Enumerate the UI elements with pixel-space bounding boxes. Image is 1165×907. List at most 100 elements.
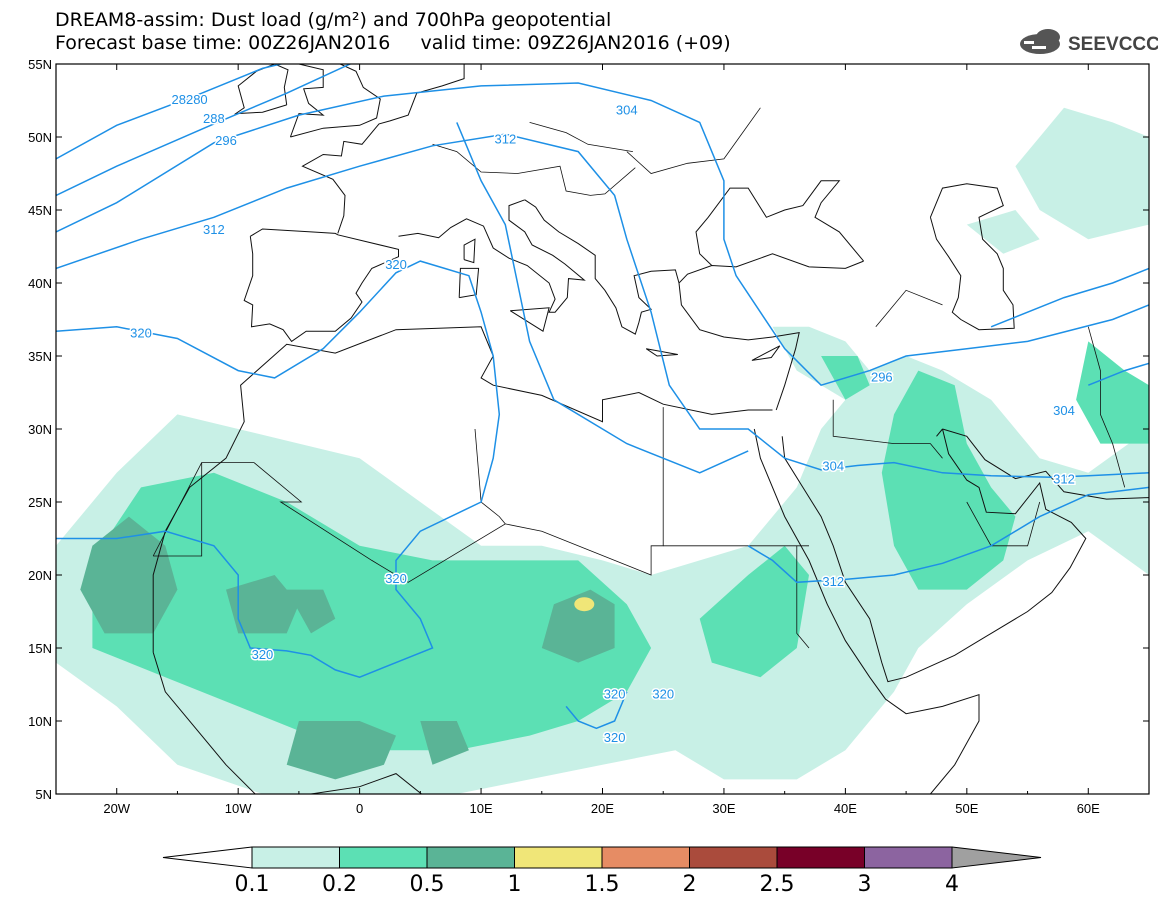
colorbar-label: 3 — [857, 872, 872, 897]
longitude-labels: 20W 10W 0 10E 20E 30E 40E 50E 60E — [103, 801, 1100, 816]
country-border — [832, 399, 943, 459]
seevccc-logo: SEEVCCC — [1020, 29, 1158, 55]
coastline — [929, 183, 1015, 331]
forecast-time-line: Forecast base time: 00Z26JAN2016 valid t… — [55, 32, 731, 54]
lon-label: 0 — [356, 801, 363, 816]
lat-label: 40N — [28, 276, 52, 291]
coastline — [509, 307, 550, 332]
latitude-labels: 55N 50N 45N 40N 35N 30N 25N 20N 15N 10N 5N — [28, 57, 52, 802]
country-border — [474, 428, 506, 525]
colorbar-under-triangle — [162, 846, 253, 869]
dust-area-dark — [420, 721, 469, 765]
geopotential-contour — [747, 486, 1149, 584]
coastline — [463, 238, 476, 264]
contour-label: 320 — [652, 686, 674, 701]
contour-label: 320 — [252, 647, 274, 662]
lon-label: 20W — [103, 801, 130, 816]
lon-label: 40E — [834, 801, 857, 816]
lat-label: 15N — [28, 641, 52, 656]
lon-label: 10E — [469, 801, 492, 816]
lat-label: 35N — [28, 349, 52, 364]
coastline — [152, 652, 423, 794]
lon-label: 60E — [1077, 801, 1100, 816]
country-border — [152, 462, 203, 557]
country-border — [966, 501, 1041, 547]
country-border — [626, 107, 761, 174]
country-border — [875, 289, 943, 328]
colorbar-label: 2.5 — [759, 872, 795, 897]
lon-label: 30E — [712, 801, 735, 816]
dust-area-medium — [881, 370, 1016, 590]
lat-label: 20N — [28, 568, 52, 583]
dust-area-medium — [92, 472, 652, 751]
country-border — [1087, 326, 1126, 488]
lat-label: 25N — [28, 495, 52, 510]
colorbar-label: 2 — [682, 872, 697, 897]
coastline — [781, 428, 1087, 683]
colorbar-swatch — [339, 846, 428, 869]
contour-label: 304 — [616, 102, 638, 117]
coastline — [290, 64, 381, 138]
contour-label: 304 — [1053, 403, 1075, 418]
map-title: DREAM8-assim: Dust load (g/m²) and 700hP… — [55, 9, 612, 31]
contour-label: 320 — [604, 730, 626, 745]
coastline — [753, 428, 980, 794]
dust-area-light — [1015, 107, 1149, 240]
logo-text: SEEVCCC — [1068, 34, 1158, 55]
country-border — [153, 462, 254, 557]
colorbar-label: 0.5 — [409, 872, 445, 897]
geopotential-contour — [56, 133, 1149, 478]
coastline — [398, 199, 586, 313]
coastline — [301, 64, 465, 234]
coastline — [751, 345, 781, 361]
coastline — [695, 180, 864, 266]
lat-label: 50N — [28, 130, 52, 145]
lat-label: 45N — [28, 203, 52, 218]
contour-label: 312 — [203, 222, 225, 237]
geopotential-contour — [1088, 362, 1149, 386]
geopotential-contour — [656, 693, 670, 700]
lat-label: 55N — [28, 57, 52, 72]
country-border — [529, 122, 633, 152]
country-border — [796, 545, 810, 649]
coastline — [233, 64, 289, 115]
geopotential-contour — [56, 64, 352, 197]
contour-label: 296 — [215, 133, 237, 148]
dust-area-light — [966, 210, 1040, 254]
contour-label: 312 — [822, 574, 844, 589]
contour-label: 312 — [494, 131, 516, 146]
dust-peak — [574, 597, 595, 612]
contour-label: 312 — [1053, 472, 1075, 487]
dust-area-dark — [226, 575, 299, 634]
lat-label: 30N — [28, 422, 52, 437]
lon-label: 50E — [955, 801, 978, 816]
lon-label: 20E — [591, 801, 614, 816]
contour-label: 288 — [203, 111, 225, 126]
geopotential-contour — [456, 122, 749, 474]
coastline — [645, 348, 678, 357]
colorbar-label: 1.5 — [584, 872, 620, 897]
colorbar-swatch — [776, 846, 865, 869]
coastline — [524, 199, 680, 335]
cloud-icon — [1020, 29, 1060, 54]
coastline — [678, 253, 864, 411]
colorbar-swatch — [864, 846, 953, 869]
geopotential-contour — [565, 691, 628, 730]
colorbar-swatch — [251, 846, 340, 869]
contour-label: 320 — [385, 571, 407, 586]
colorbar-swatch — [689, 846, 778, 869]
dust-area-medium — [1076, 341, 1149, 444]
geopotential-contour — [56, 82, 1149, 387]
colorbar-swatch — [514, 846, 603, 869]
coastline — [936, 428, 943, 437]
geopotential-contour — [990, 267, 1149, 328]
colorbar — [162, 846, 1042, 869]
coastline — [152, 326, 773, 653]
colorbar-label: 0.2 — [322, 872, 357, 897]
geopotential-contours — [56, 64, 1149, 730]
lon-label: 10W — [225, 801, 252, 816]
country-border — [432, 143, 636, 196]
coastline — [458, 267, 480, 299]
dust-area-dark — [286, 721, 396, 780]
axis-ticks — [56, 63, 1150, 795]
